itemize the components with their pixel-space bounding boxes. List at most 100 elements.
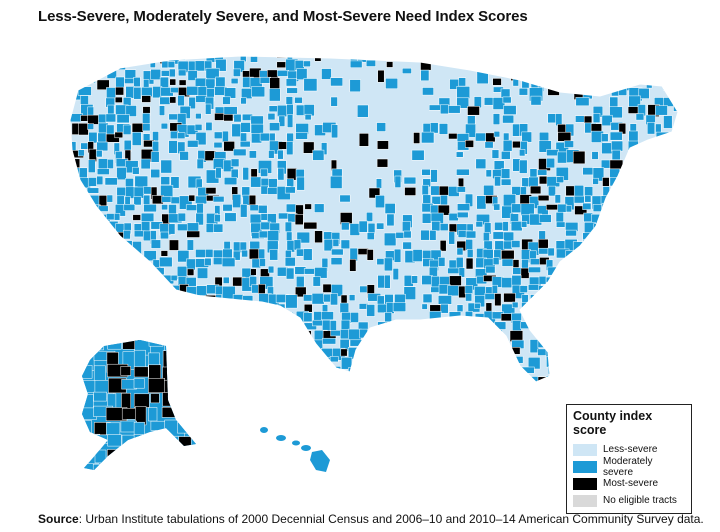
county-cell	[413, 132, 421, 144]
county-cell	[458, 349, 468, 364]
county-cell	[582, 202, 592, 210]
county-cell	[654, 365, 663, 380]
county-cell	[467, 106, 480, 116]
county-cell	[329, 356, 339, 363]
county-cell	[133, 266, 148, 275]
county-cell	[402, 221, 411, 233]
county-cell	[646, 159, 656, 167]
county-cell	[629, 349, 643, 364]
county-cell	[385, 78, 398, 89]
county-cell	[78, 339, 92, 353]
county-cell	[140, 212, 155, 222]
county-cell	[383, 232, 397, 247]
county-cell	[503, 240, 513, 250]
county-cell	[458, 383, 468, 389]
county-cell	[647, 383, 654, 396]
county-cell	[305, 376, 318, 382]
county-cell	[248, 248, 260, 260]
county-cell	[673, 337, 678, 351]
county-cell	[349, 223, 360, 236]
county-cell	[376, 158, 389, 168]
county-cell	[131, 131, 142, 146]
county-cell	[421, 375, 430, 382]
county-cell	[215, 167, 222, 179]
county-cell	[449, 357, 458, 366]
county-cell	[230, 78, 239, 85]
legend-swatch	[573, 460, 597, 473]
county-cell	[186, 230, 200, 238]
county-cell	[284, 257, 296, 267]
county-cell	[152, 131, 159, 142]
county-cell	[601, 114, 613, 127]
county-cell	[395, 320, 410, 334]
county-cell	[573, 386, 581, 398]
county-cell	[449, 329, 458, 338]
county-cell	[366, 349, 373, 361]
county-cell	[411, 149, 425, 161]
county-cell	[448, 105, 461, 114]
county-cell	[105, 230, 117, 241]
county-cell	[205, 103, 212, 115]
county-cell	[646, 376, 659, 382]
county-cell	[239, 241, 247, 251]
county-cell	[440, 321, 454, 333]
county-cell	[232, 194, 242, 208]
county-cell	[411, 364, 423, 377]
county-cell	[617, 312, 630, 325]
county-cell	[70, 214, 74, 222]
county-cell	[223, 114, 234, 122]
county-cell	[284, 186, 296, 194]
county-cell	[395, 356, 404, 366]
county-cell	[61, 52, 66, 65]
county-cell	[176, 393, 187, 405]
county-cell	[269, 88, 281, 102]
county-cell	[70, 77, 82, 85]
county-cell	[394, 384, 400, 393]
county-cell	[439, 223, 449, 231]
county-cell	[501, 151, 511, 160]
county-cell	[430, 169, 438, 183]
county-cell	[366, 212, 373, 222]
county-cell	[169, 68, 176, 78]
county-cell	[177, 212, 186, 222]
county-cell	[457, 320, 467, 328]
legend-item: Less-severe	[573, 441, 685, 458]
county-cell	[162, 392, 174, 407]
county-cell	[70, 203, 79, 216]
county-cell	[556, 312, 566, 322]
county-cell	[610, 68, 622, 76]
county-cell	[609, 131, 623, 141]
county-cell	[121, 408, 138, 420]
county-cell	[646, 186, 654, 195]
county-cell	[662, 150, 673, 161]
county-cell	[386, 213, 395, 227]
county-cell	[447, 340, 457, 351]
county-cell	[232, 250, 241, 261]
county-cell	[177, 95, 185, 107]
county-cell	[340, 239, 350, 250]
county-cell	[422, 384, 430, 391]
county-cell	[600, 366, 608, 373]
county-cell	[618, 230, 627, 238]
county-cell	[80, 293, 90, 306]
county-cell	[190, 340, 196, 350]
county-cell	[674, 185, 678, 192]
county-cell	[672, 321, 678, 335]
county-cell	[575, 340, 588, 352]
county-cell	[269, 122, 280, 132]
county-cell	[484, 141, 494, 149]
county-cell	[629, 277, 641, 288]
county-cell	[195, 195, 208, 205]
county-cell	[591, 67, 603, 75]
county-cell	[80, 385, 86, 396]
county-cell	[71, 294, 80, 305]
county-cell	[655, 329, 669, 340]
county-cell	[243, 385, 251, 398]
county-cell	[501, 56, 511, 64]
county-cell	[322, 337, 337, 345]
county-cell	[195, 367, 208, 378]
county-cell	[673, 142, 678, 155]
legend-item: Moderately severe	[573, 456, 685, 478]
county-cell	[609, 220, 619, 227]
